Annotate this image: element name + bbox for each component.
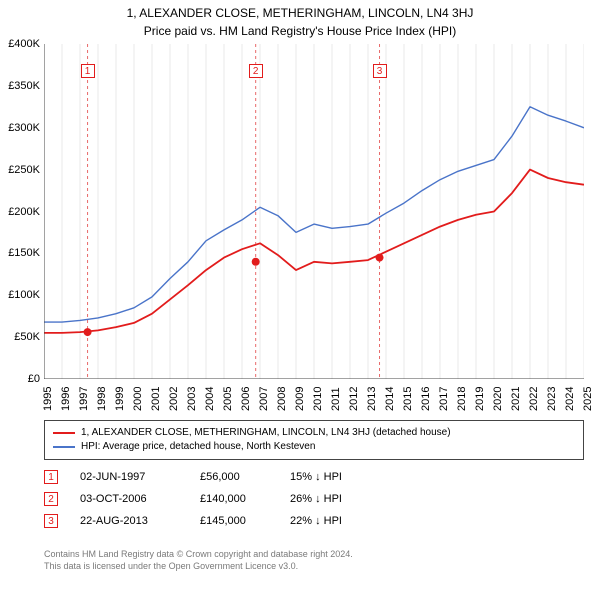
x-axis-tick-label: 1998	[96, 387, 108, 411]
x-axis-tick-label: 2022	[528, 387, 540, 411]
x-axis-tick-label: 2012	[348, 387, 360, 411]
y-axis-tick-label: £0	[28, 373, 40, 385]
x-axis-tick-label: 2018	[456, 387, 468, 411]
sales-row-1: 102-JUN-1997£56,00015% ↓ HPI	[44, 466, 390, 488]
x-axis-tick-label: 2006	[240, 387, 252, 411]
x-axis-tick-label: 2004	[204, 387, 216, 411]
sales-row-price: £140,000	[200, 493, 290, 505]
attribution-text: Contains HM Land Registry data © Crown c…	[44, 548, 353, 572]
x-axis-tick-label: 2013	[366, 387, 378, 411]
x-axis-tick-label: 2002	[168, 387, 180, 411]
line-chart-plot: £0£50K£100K£150K£200K£250K£300K£350K£400…	[44, 44, 584, 379]
chart-frame: 1, ALEXANDER CLOSE, METHERINGHAM, LINCOL…	[0, 0, 600, 590]
x-axis-tick-label: 2020	[492, 387, 504, 411]
sales-table: 102-JUN-1997£56,00015% ↓ HPI203-OCT-2006…	[44, 466, 390, 532]
y-axis-tick-label: £350K	[8, 80, 40, 92]
sales-row-marker-3: 3	[44, 514, 58, 528]
y-axis-tick-label: £50K	[14, 331, 40, 343]
chart-title-line1: 1, ALEXANDER CLOSE, METHERINGHAM, LINCOL…	[0, 6, 600, 20]
sales-row-diff: 15% ↓ HPI	[290, 471, 390, 483]
x-axis-tick-label: 2021	[510, 387, 522, 411]
attribution-line2: This data is licensed under the Open Gov…	[44, 560, 353, 572]
x-axis-tick-label: 2025	[582, 387, 594, 411]
sales-row-diff: 26% ↓ HPI	[290, 493, 390, 505]
x-axis-tick-label: 2008	[276, 387, 288, 411]
x-axis-tick-label: 1995	[42, 387, 54, 411]
x-axis-tick-label: 2003	[186, 387, 198, 411]
legend-item-property: 1, ALEXANDER CLOSE, METHERINGHAM, LINCOL…	[53, 426, 575, 440]
x-axis-tick-label: 1997	[78, 387, 90, 411]
chart-svg	[44, 44, 584, 379]
chart-title-line2: Price paid vs. HM Land Registry's House …	[0, 24, 600, 38]
x-axis-tick-label: 1999	[114, 387, 126, 411]
sale-marker-1: 1	[81, 64, 95, 78]
x-axis-tick-label: 2023	[546, 387, 558, 411]
sales-row-3: 322-AUG-2013£145,00022% ↓ HPI	[44, 510, 390, 532]
x-axis-tick-label: 1996	[60, 387, 72, 411]
x-axis-tick-label: 2024	[564, 387, 576, 411]
x-axis-tick-label: 2009	[294, 387, 306, 411]
legend-label-property: 1, ALEXANDER CLOSE, METHERINGHAM, LINCOL…	[81, 426, 451, 440]
x-axis-tick-label: 2019	[474, 387, 486, 411]
x-axis-tick-label: 2015	[402, 387, 414, 411]
sales-row-marker-1: 1	[44, 470, 58, 484]
sales-row-2: 203-OCT-2006£140,00026% ↓ HPI	[44, 488, 390, 510]
y-axis-tick-label: £300K	[8, 122, 40, 134]
sales-row-diff: 22% ↓ HPI	[290, 515, 390, 527]
sales-row-price: £56,000	[200, 471, 290, 483]
sales-row-price: £145,000	[200, 515, 290, 527]
x-axis-tick-label: 2016	[420, 387, 432, 411]
y-axis-tick-label: £400K	[8, 38, 40, 50]
legend-swatch-hpi	[53, 446, 75, 448]
legend-swatch-property	[53, 432, 75, 434]
sales-row-date: 02-JUN-1997	[58, 471, 200, 483]
y-axis-tick-label: £200K	[8, 206, 40, 218]
attribution-line1: Contains HM Land Registry data © Crown c…	[44, 548, 353, 560]
legend-label-hpi: HPI: Average price, detached house, Nort…	[81, 440, 315, 454]
x-axis-tick-label: 2017	[438, 387, 450, 411]
sales-row-date: 22-AUG-2013	[58, 515, 200, 527]
x-axis-tick-label: 2011	[330, 387, 342, 411]
sale-marker-3: 3	[373, 64, 387, 78]
y-axis-tick-label: £150K	[8, 247, 40, 259]
y-axis-tick-label: £100K	[8, 289, 40, 301]
y-axis-tick-label: £250K	[8, 164, 40, 176]
x-axis-tick-label: 2005	[222, 387, 234, 411]
x-axis-tick-label: 2007	[258, 387, 270, 411]
sales-row-date: 03-OCT-2006	[58, 493, 200, 505]
x-axis-tick-label: 2014	[384, 387, 396, 411]
legend-item-hpi: HPI: Average price, detached house, Nort…	[53, 440, 575, 454]
x-axis-tick-label: 2001	[150, 387, 162, 411]
chart-legend: 1, ALEXANDER CLOSE, METHERINGHAM, LINCOL…	[44, 420, 584, 460]
sales-row-marker-2: 2	[44, 492, 58, 506]
x-axis-tick-label: 2000	[132, 387, 144, 411]
sale-marker-2: 2	[249, 64, 263, 78]
x-axis-tick-label: 2010	[312, 387, 324, 411]
